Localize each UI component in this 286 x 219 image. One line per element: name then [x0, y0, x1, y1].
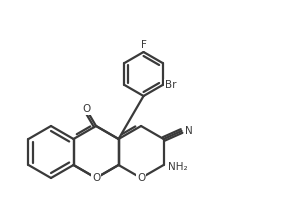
Text: O: O — [82, 104, 90, 114]
Text: O: O — [92, 173, 100, 183]
Text: F: F — [141, 40, 146, 50]
Text: O: O — [137, 173, 145, 183]
Text: NH₂: NH₂ — [168, 162, 187, 172]
Text: Br: Br — [165, 80, 176, 90]
Text: N: N — [184, 126, 192, 136]
